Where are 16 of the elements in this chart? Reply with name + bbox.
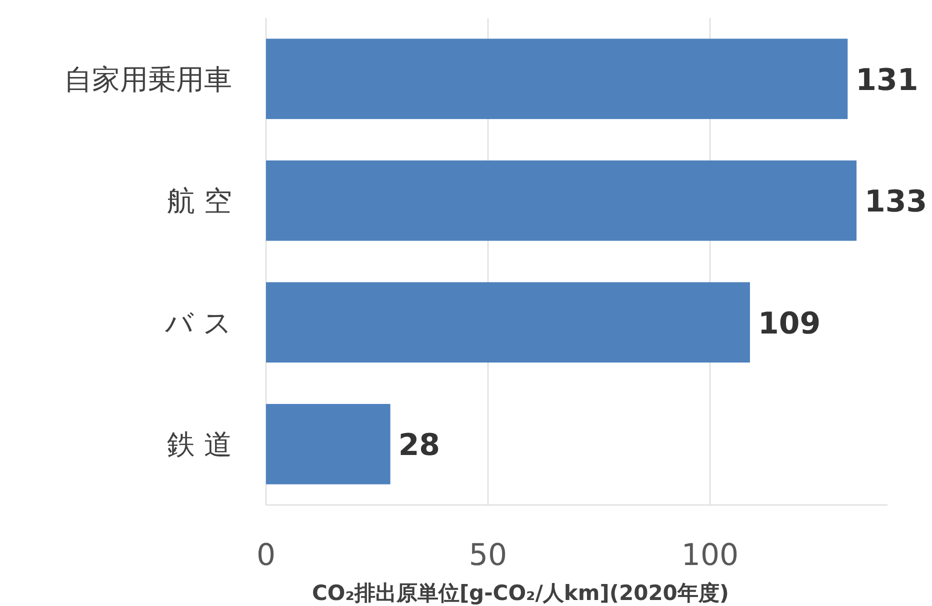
data-label: 133 xyxy=(864,184,928,220)
bar xyxy=(266,38,848,120)
bar xyxy=(266,282,750,363)
y-tick-label: 自家用乗用車 xyxy=(64,62,232,96)
x-tick-label: 0 xyxy=(256,538,276,573)
bar xyxy=(266,404,390,484)
y-tick-label: バ ス xyxy=(164,306,232,340)
x-tick-label: 50 xyxy=(468,538,508,573)
bar xyxy=(266,160,857,241)
y-tick-label: 航 空 xyxy=(167,184,232,218)
data-label: 28 xyxy=(398,428,440,464)
x-tick-label: 100 xyxy=(681,538,739,573)
data-label: 109 xyxy=(758,306,821,342)
x-axis-title: CO₂排出原単位[g-CO₂/人km](2020年度) xyxy=(312,581,730,605)
y-tick-label: 鉄 道 xyxy=(167,428,232,462)
data-label: 131 xyxy=(856,62,918,98)
